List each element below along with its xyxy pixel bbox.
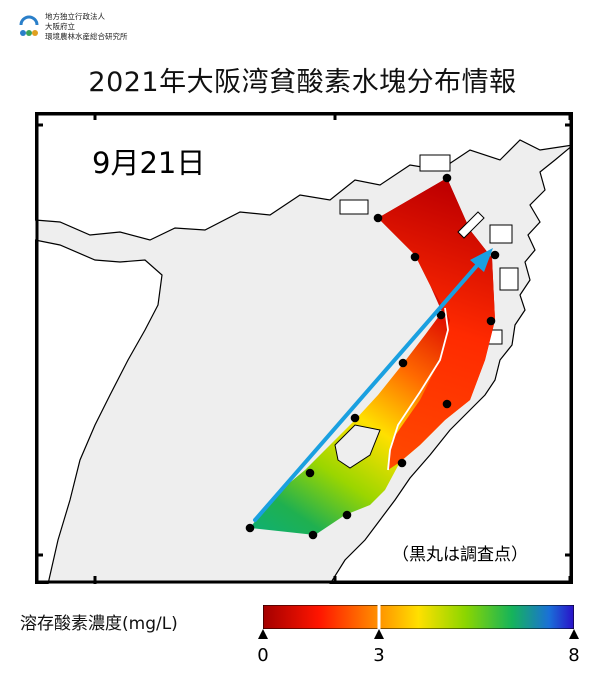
survey-station (342, 510, 352, 520)
survey-station (397, 458, 407, 468)
tick-label-threshold: 3 (373, 645, 385, 666)
port-island-3 (489, 224, 513, 244)
organization-line-1: 地方独立行政法人 (45, 12, 105, 21)
color-scale-bar (263, 605, 574, 629)
survey-station (442, 399, 452, 409)
port-island-2 (339, 199, 369, 215)
land-areas (35, 112, 573, 584)
threshold-contour (387, 307, 449, 471)
page-title: 2021年大阪湾貧酸素水塊分布情報 (88, 67, 517, 98)
tick-label-min: 0 (257, 645, 269, 666)
map-frame (35, 112, 573, 584)
land-awaji-island (35, 239, 163, 584)
hypoxic-area (378, 178, 495, 470)
survey-station (308, 530, 318, 540)
legend-label: 溶存酸素濃度(mg/L) (20, 614, 178, 634)
organization-line-2: 大阪府立 (45, 22, 75, 31)
survey-station (410, 252, 420, 262)
survey-stations (245, 173, 500, 540)
osaka-bay-map (35, 112, 573, 584)
artificial-island (334, 424, 381, 469)
tick-label-max: 8 (568, 645, 580, 666)
survey-station (305, 468, 315, 478)
survey-station (486, 316, 496, 326)
station-note: （黒丸は調査点） (392, 545, 528, 565)
land-east-coast (329, 144, 573, 584)
survey-date: 9月21日 (92, 146, 206, 180)
organization-header: 地方独立行政法人 大阪府立 環境農林水産総合研究所 (18, 11, 218, 45)
survey-station (490, 250, 500, 260)
survey-station (398, 358, 408, 368)
direction-arrow (253, 248, 493, 522)
survey-station (350, 413, 360, 423)
port-island-1 (419, 154, 451, 172)
survey-station (245, 523, 255, 533)
organization-name: 環境農林水産総合研究所 (45, 32, 128, 41)
organization-logo-icon (19, 15, 39, 36)
survey-station (436, 310, 446, 320)
frame-ticks (35, 112, 573, 584)
pier-structure (457, 211, 485, 239)
land-north-coast (35, 112, 573, 241)
colorbar-tick-markers (258, 629, 579, 639)
port-island-4 (499, 267, 519, 291)
survey-station (442, 173, 452, 183)
survey-station (373, 213, 383, 223)
